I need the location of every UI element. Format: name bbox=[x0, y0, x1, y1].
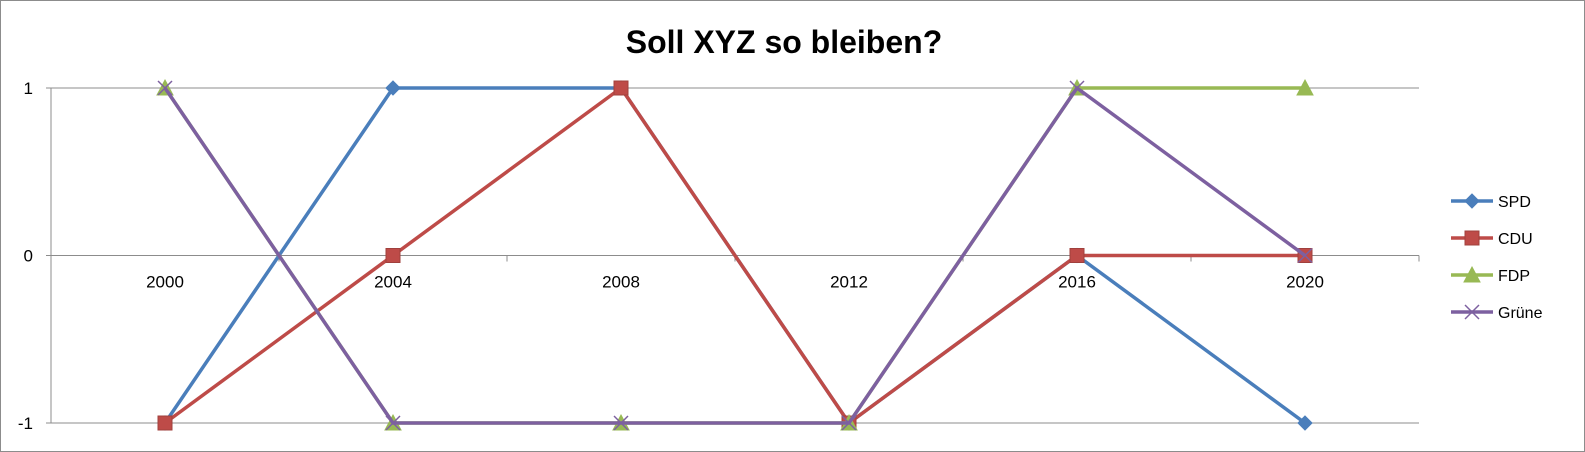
data-point bbox=[385, 415, 401, 431]
y-tick-label: 0 bbox=[24, 247, 33, 266]
data-point bbox=[385, 80, 401, 96]
legend-item: FDP bbox=[1451, 265, 1530, 285]
x-tick-label: 2000 bbox=[146, 273, 184, 292]
legend-item: SPD bbox=[1451, 193, 1531, 211]
legend-item: CDU bbox=[1451, 230, 1533, 248]
legend-marker bbox=[1463, 265, 1481, 283]
x-marker-stroke bbox=[841, 415, 857, 431]
legend-item: Grüne bbox=[1451, 304, 1543, 322]
data-point bbox=[157, 415, 173, 431]
x-tick-label: 2020 bbox=[1286, 273, 1324, 292]
legend-marker bbox=[1464, 193, 1480, 209]
x-tick-label: 2008 bbox=[602, 273, 640, 292]
data-point bbox=[1297, 247, 1313, 264]
x-tick-label: 2012 bbox=[830, 273, 868, 292]
x-marker-stroke bbox=[1464, 304, 1480, 320]
y-tick-label: -1 bbox=[18, 414, 33, 433]
data-point bbox=[613, 415, 629, 431]
data-point bbox=[841, 415, 857, 431]
legend-label: FDP bbox=[1498, 268, 1530, 285]
x-tick-label: 2016 bbox=[1058, 273, 1096, 292]
x-marker-stroke bbox=[385, 415, 401, 431]
y-tick-label: 1 bbox=[24, 79, 33, 98]
series-grüne bbox=[157, 80, 1313, 431]
x-marker-stroke bbox=[1297, 247, 1313, 264]
data-point bbox=[1296, 78, 1314, 96]
x-marker-stroke bbox=[1069, 80, 1085, 96]
data-point bbox=[385, 248, 401, 263]
data-point bbox=[1069, 80, 1085, 96]
data-point bbox=[157, 80, 173, 96]
legend: SPD CDU FDP Grüne bbox=[1451, 193, 1543, 322]
legend-label: CDU bbox=[1498, 231, 1533, 248]
x-tick-label: 2004 bbox=[374, 273, 412, 292]
data-point bbox=[1069, 248, 1085, 263]
legend-label: SPD bbox=[1498, 194, 1531, 211]
legend-marker bbox=[1464, 230, 1480, 246]
series-line bbox=[163, 86, 1307, 425]
chart-title: Soll XYZ so bleiben? bbox=[626, 24, 942, 60]
x-marker-stroke bbox=[157, 80, 173, 96]
x-marker-stroke bbox=[613, 415, 629, 431]
data-point bbox=[1297, 415, 1313, 431]
series-line bbox=[163, 86, 1305, 425]
legend-label: Grüne bbox=[1498, 305, 1543, 322]
legend-marker bbox=[1464, 304, 1480, 320]
data-point bbox=[613, 80, 629, 96]
